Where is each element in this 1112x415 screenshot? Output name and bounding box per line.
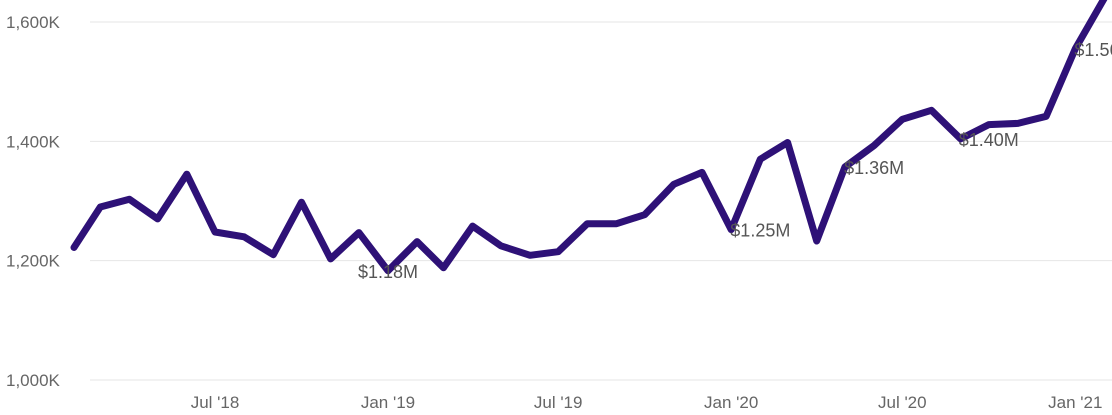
data-label: $1.36M bbox=[844, 158, 904, 178]
data-label: $1.18M bbox=[358, 262, 418, 282]
x-tick-label: Jan '20 bbox=[704, 393, 758, 412]
x-tick-label: Jul '18 bbox=[191, 393, 240, 412]
x-tick-label: Jan '21 bbox=[1048, 393, 1102, 412]
y-tick-label: 1,000K bbox=[6, 371, 61, 390]
series-line bbox=[70, 0, 1108, 275]
y-tick-label: 1,600K bbox=[6, 13, 61, 32]
x-tick-label: Jul '20 bbox=[878, 393, 927, 412]
data-label: $1.40M bbox=[959, 130, 1019, 150]
x-tick-label: Jan '19 bbox=[361, 393, 415, 412]
x-tick-label: Jul '19 bbox=[534, 393, 583, 412]
y-tick-label: 1,200K bbox=[6, 252, 61, 271]
y-tick-label: 1,400K bbox=[6, 132, 61, 151]
data-label: $1.56M bbox=[1074, 40, 1112, 60]
data-label: $1.25M bbox=[730, 221, 790, 241]
